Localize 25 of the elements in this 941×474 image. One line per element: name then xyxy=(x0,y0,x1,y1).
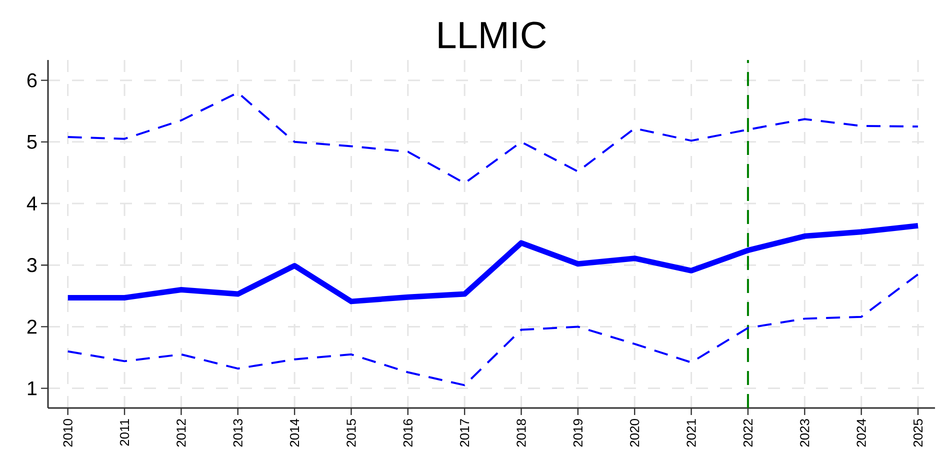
x-tick-label: 2021 xyxy=(686,419,696,447)
x-tick-label: 2016 xyxy=(403,419,412,447)
x-tick-label: 2012 xyxy=(176,419,186,447)
x-tick-label: 2018 xyxy=(516,419,526,447)
line-series xyxy=(66,273,920,386)
x-tick-label: 2025 xyxy=(913,419,923,447)
x-tick-label: 2011 xyxy=(120,419,130,446)
y-tick-label: 2 xyxy=(27,320,37,334)
x-tick-label: 2020 xyxy=(630,419,640,447)
y-tick-label: 6 xyxy=(27,73,37,88)
chart-title: LLMIC xyxy=(438,22,546,49)
y-tick-label: 3 xyxy=(27,258,37,272)
x-tick-label: 2013 xyxy=(233,419,242,447)
x-tick-label: 2015 xyxy=(346,419,356,447)
line-series xyxy=(66,92,920,184)
x-tick-label: 2023 xyxy=(800,419,810,447)
y-tick-label: 5 xyxy=(27,134,37,149)
x-tick-label: 2019 xyxy=(573,419,583,447)
x-tick-label: 2017 xyxy=(460,419,470,447)
x-tick-label: 2010 xyxy=(63,419,72,447)
y-tick-label: 4 xyxy=(26,196,37,210)
x-tick-label: 2024 xyxy=(856,418,866,447)
y-tick-label: 1 xyxy=(28,381,37,396)
x-tick-label: 2022 xyxy=(743,419,753,447)
x-tick-label: 2014 xyxy=(290,418,300,447)
